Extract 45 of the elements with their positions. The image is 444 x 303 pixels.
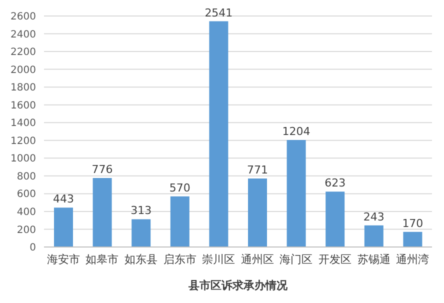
data-label: 771 <box>247 164 268 176</box>
x-tick-label: 海门区 <box>280 252 313 266</box>
y-tick-label: 200 <box>16 224 36 236</box>
bar <box>92 178 112 247</box>
data-label: 570 <box>169 181 190 194</box>
x-tick-label: 启东市 <box>163 252 196 266</box>
data-label: 313 <box>130 204 152 218</box>
y-tick-label: 2000 <box>10 64 36 76</box>
y-tick-label: 1000 <box>10 154 36 165</box>
bar <box>286 140 306 247</box>
data-label: 776 <box>92 163 113 176</box>
x-tick-label: 通州区 <box>240 252 274 266</box>
y-tick-label: 600 <box>16 189 36 200</box>
y-tick-label: 1800 <box>10 82 36 94</box>
y-tick-label: 2200 <box>10 47 36 58</box>
x-tick-label: 如东县 <box>124 252 158 266</box>
bar <box>132 219 151 247</box>
bar <box>209 21 228 247</box>
data-label: 623 <box>324 176 346 190</box>
x-tick-label: 通州湾 <box>396 252 430 266</box>
data-label: 243 <box>363 210 384 224</box>
data-label: 170 <box>402 216 424 230</box>
data-label: 443 <box>53 192 74 206</box>
bar <box>170 196 190 247</box>
y-tick-label: 1200 <box>10 136 36 147</box>
bar <box>326 192 345 247</box>
y-tick-label: 2600 <box>10 12 36 23</box>
y-tick-label: 800 <box>16 171 36 182</box>
y-tick-label: 2400 <box>10 29 36 40</box>
y-tick-label: 1400 <box>10 118 36 130</box>
x-tick-label: 苏锡通 <box>357 252 390 266</box>
y-tick-label: 0 <box>30 242 36 254</box>
y-tick-label: 1600 <box>10 100 36 112</box>
x-tick-label: 崇川区 <box>202 252 236 266</box>
y-tick-label: 400 <box>16 207 36 218</box>
data-label: 2541 <box>204 6 233 20</box>
x-tick-label: 海安市 <box>46 252 80 266</box>
x-tick-label: 开发区 <box>318 252 352 266</box>
bar <box>54 208 73 247</box>
bar <box>248 178 267 247</box>
x-axis-title: 县市区诉求承办情况 <box>188 279 288 292</box>
bar <box>403 232 422 247</box>
bar <box>364 225 384 247</box>
data-label: 1204 <box>282 125 310 138</box>
x-tick-label: 如皋市 <box>86 252 119 266</box>
